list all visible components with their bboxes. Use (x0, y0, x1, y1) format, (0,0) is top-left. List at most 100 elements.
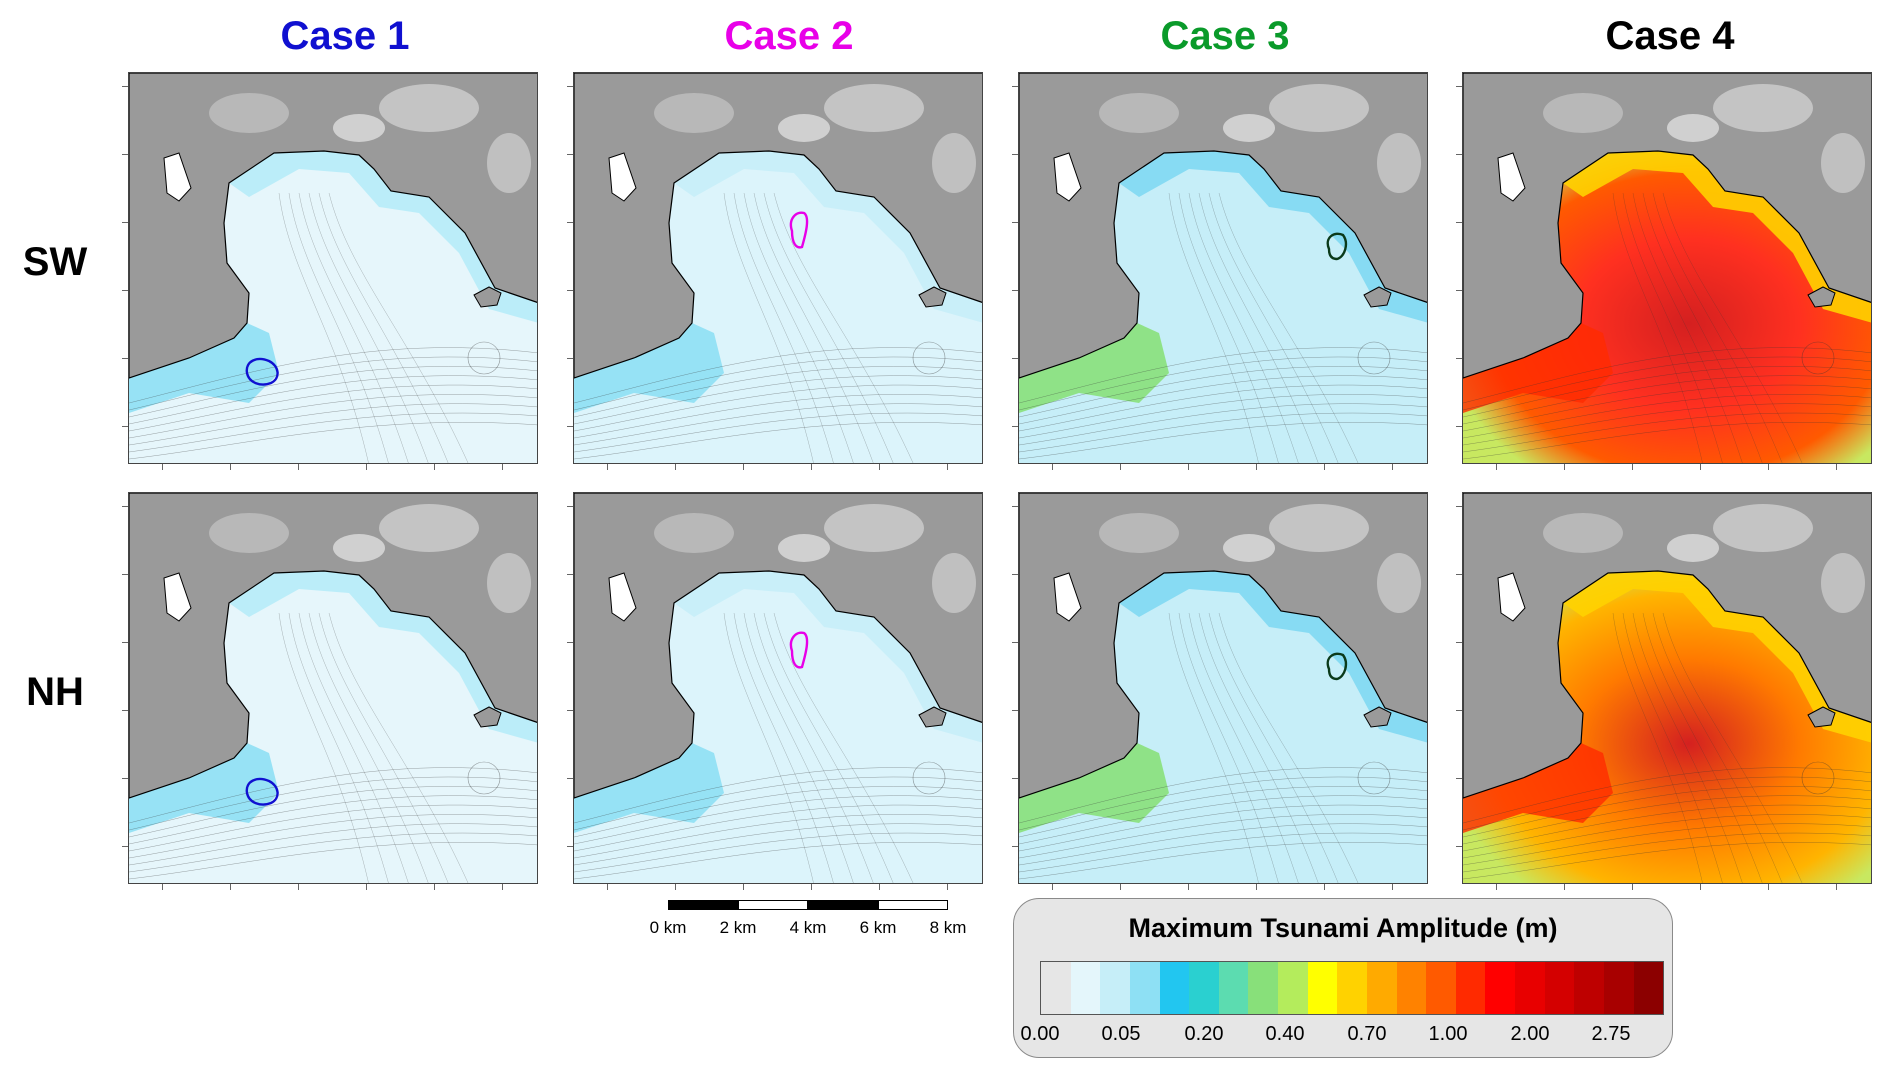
scale-bar-segment (668, 900, 738, 910)
column-title-case-2: Case 2 (724, 14, 854, 58)
legend-swatch (1603, 962, 1634, 1014)
map-image (129, 73, 537, 463)
axis-tick (1392, 464, 1393, 470)
legend-tick-label: 0.40 (1265, 1023, 1305, 1045)
legend-swatch (1426, 962, 1456, 1014)
axis-tick (879, 884, 880, 890)
axis-tick (366, 464, 367, 470)
scale-bar-segment (878, 900, 948, 910)
axis-tick (1456, 358, 1462, 359)
map-panel-sw-case-1 (128, 72, 538, 464)
row-label-nh: NH (26, 670, 84, 714)
axis-tick (366, 884, 367, 890)
legend-tick-label: 0.70 (1347, 1023, 1387, 1045)
axis-tick (1564, 884, 1565, 890)
legend-swatch (1366, 962, 1397, 1014)
map-panel-nh-case-1 (128, 492, 538, 884)
scale-bar-label: 6 km (859, 918, 897, 937)
legend-swatch (1070, 962, 1101, 1014)
legend-swatch (1633, 962, 1664, 1014)
axis-tick (567, 290, 573, 291)
scale-bar-label: 4 km (789, 918, 827, 937)
axis-tick (1012, 290, 1018, 291)
color-legend: Maximum Tsunami Amplitude (m) 0.00 0.05 … (1013, 898, 1673, 1058)
axis-tick (567, 222, 573, 223)
axis-tick (434, 884, 435, 890)
axis-tick (1256, 464, 1257, 470)
legend-swatch (1485, 962, 1515, 1014)
axis-tick (1012, 426, 1018, 427)
legend-tick-label: 0.20 (1184, 1023, 1224, 1045)
axis-tick (1564, 464, 1565, 470)
axis-tick (434, 464, 435, 470)
axis-tick (502, 884, 503, 890)
axis-tick (122, 506, 128, 507)
scale-bar-segment (738, 900, 808, 910)
axis-tick (1456, 710, 1462, 711)
axis-tick (122, 710, 128, 711)
axis-tick (1456, 778, 1462, 779)
axis-tick (1456, 222, 1462, 223)
column-title-case-3: Case 3 (1160, 14, 1290, 58)
scale-bar-label: 8 km (929, 918, 967, 937)
axis-tick (1836, 884, 1837, 890)
axis-tick (1012, 86, 1018, 87)
legend-tick-label: 0.00 (1020, 1023, 1060, 1045)
map-image (1463, 493, 1871, 883)
axis-tick (122, 154, 128, 155)
legend-swatch (1041, 962, 1071, 1014)
axis-tick (1768, 884, 1769, 890)
axis-tick (122, 846, 128, 847)
axis-tick (1700, 464, 1701, 470)
axis-tick (1700, 884, 1701, 890)
axis-tick (1256, 884, 1257, 890)
axis-tick (675, 884, 676, 890)
map-image (1019, 493, 1427, 883)
scale-bar: 0 km 2 km 4 km 6 km 8 km (650, 900, 966, 960)
map-image (129, 493, 537, 883)
legend-title: Maximum Tsunami Amplitude (m) (1128, 913, 1558, 943)
axis-tick (1052, 464, 1053, 470)
legend-swatch (1337, 962, 1367, 1014)
row-label-sw: SW (22, 240, 88, 284)
axis-tick (1012, 846, 1018, 847)
axis-tick (567, 86, 573, 87)
legend-swatch (1129, 962, 1160, 1014)
scale-bar-segment (808, 900, 878, 910)
legend-swatch (1218, 962, 1249, 1014)
legend-swatch (1248, 962, 1278, 1014)
axis-tick (1456, 426, 1462, 427)
axis-tick (122, 290, 128, 291)
map-image (1463, 73, 1871, 463)
axis-tick (1012, 222, 1018, 223)
axis-tick (1012, 642, 1018, 643)
map-image (1019, 73, 1427, 463)
legend-swatch (1189, 962, 1219, 1014)
legend-tick-label: 1.00 (1428, 1023, 1468, 1045)
legend-swatch (1100, 962, 1130, 1014)
axis-tick (1456, 86, 1462, 87)
column-title-case-1: Case 1 (280, 14, 410, 58)
legend-swatch (1515, 962, 1545, 1014)
axis-tick (1188, 464, 1189, 470)
axis-tick (1456, 642, 1462, 643)
axis-tick (122, 642, 128, 643)
axis-tick (567, 506, 573, 507)
axis-tick (567, 154, 573, 155)
legend-swatch (1159, 962, 1190, 1014)
axis-tick (567, 710, 573, 711)
axis-tick (743, 464, 744, 470)
axis-tick (811, 884, 812, 890)
axis-tick (1456, 846, 1462, 847)
axis-tick (1012, 506, 1018, 507)
axis-tick (1052, 884, 1053, 890)
axis-tick (298, 464, 299, 470)
map-panel-nh-case-3 (1018, 492, 1428, 884)
legend-tick-label: 2.75 (1591, 1023, 1631, 1045)
axis-tick (122, 778, 128, 779)
legend-swatch (1574, 962, 1604, 1014)
axis-tick (162, 464, 163, 470)
axis-tick (1456, 574, 1462, 575)
axis-tick (1836, 464, 1837, 470)
axis-tick (1012, 154, 1018, 155)
